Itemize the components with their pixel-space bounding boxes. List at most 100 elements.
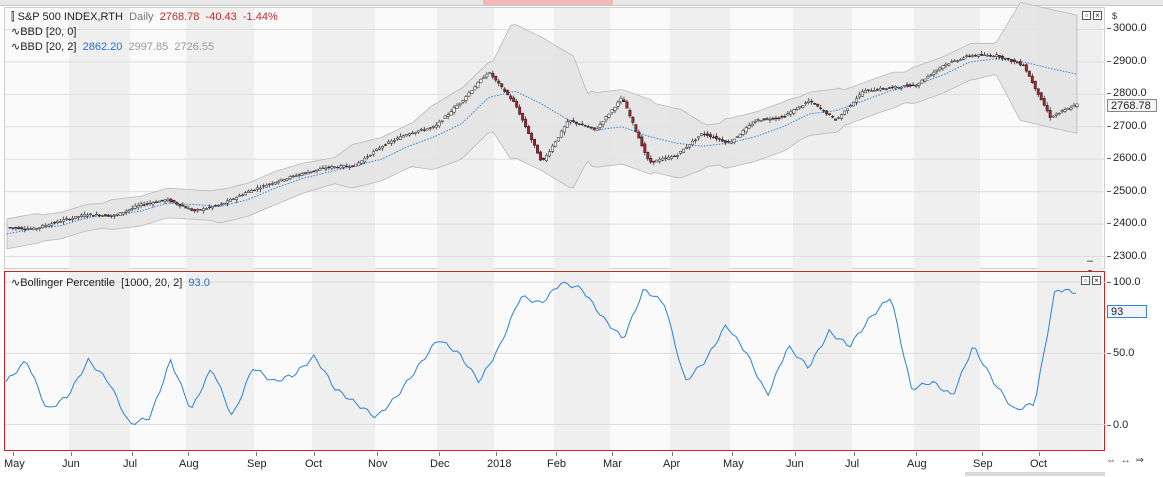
candle-body xyxy=(771,117,775,120)
candle-body xyxy=(729,141,733,144)
candle-body xyxy=(53,222,57,224)
candle-body xyxy=(372,151,376,155)
candle-body xyxy=(640,136,644,147)
indicator-legend[interactable]: ∿Bollinger Percentile [1000, 20, 2] 93.0 xyxy=(11,276,210,290)
candle-body xyxy=(831,116,835,118)
candle-body xyxy=(109,215,113,217)
x-tick-label: Aug xyxy=(907,458,927,470)
candle-body xyxy=(667,156,671,160)
candle-body xyxy=(1030,75,1034,83)
candle-body xyxy=(285,178,289,181)
maximize-pane-icon[interactable]: ▫ xyxy=(1081,276,1090,285)
candle-body xyxy=(586,126,590,128)
candle-body xyxy=(211,206,215,209)
candle-body xyxy=(762,118,766,121)
x-tick-label: Oct xyxy=(305,458,323,470)
candle-body xyxy=(938,67,942,71)
candle-body xyxy=(77,216,80,218)
candle-body xyxy=(705,133,709,136)
candle-body xyxy=(121,212,125,215)
candle-body xyxy=(887,87,891,89)
candle-body xyxy=(455,105,459,109)
candle-body xyxy=(890,86,894,89)
candle-body xyxy=(80,214,83,217)
candle-body xyxy=(846,108,849,111)
candle-body xyxy=(565,121,569,128)
candle-body xyxy=(446,114,450,117)
y-tick xyxy=(1107,255,1111,257)
candle-body xyxy=(294,175,298,177)
candle-body xyxy=(416,130,420,133)
candle-body xyxy=(297,174,301,176)
candle-body xyxy=(550,145,554,152)
x-tick-label: Apr xyxy=(663,458,681,470)
candle-body xyxy=(607,113,611,118)
indicator-axis[interactable]: 100.0 50.0 0.0 xyxy=(1107,271,1163,451)
x-tick-label: Jul xyxy=(123,458,138,470)
candle-body xyxy=(351,165,355,168)
candle-body xyxy=(106,214,110,217)
candle-body xyxy=(643,143,647,153)
symbol-label: S&P 500 INDEX,RTH xyxy=(17,11,123,23)
window-tab-strip[interactable] xyxy=(0,0,1163,6)
candle-body xyxy=(875,89,879,91)
candle-body xyxy=(503,88,507,92)
candle-body xyxy=(157,200,161,203)
candle-body xyxy=(652,160,656,163)
candle-body xyxy=(1066,107,1070,110)
candle-body xyxy=(500,83,504,88)
candle-body xyxy=(631,116,635,123)
candle-body xyxy=(619,98,623,103)
active-tab-indicator[interactable] xyxy=(483,0,613,5)
candle-body xyxy=(217,204,221,207)
candle-body xyxy=(548,151,551,157)
candle-body xyxy=(732,138,736,143)
candle-body xyxy=(38,227,42,229)
candle-body xyxy=(187,208,191,210)
candle-body xyxy=(989,55,993,57)
y-tick-label: 2900.0 xyxy=(1113,54,1147,67)
bbd1-legend[interactable]: ∿BBD [20, 0] xyxy=(11,25,76,39)
candle-body xyxy=(542,157,545,160)
y-tick xyxy=(1107,125,1111,127)
close-pane-icon[interactable]: × xyxy=(1093,11,1102,20)
candle-body xyxy=(74,216,78,219)
candle-body xyxy=(905,84,909,87)
candle-body xyxy=(497,80,501,84)
candle-body xyxy=(330,166,334,169)
price-chart-pane[interactable]: ⫿ S&P 500 INDEX,RTH Daily 2768.78 -40.43… xyxy=(4,2,1106,279)
candle-body xyxy=(649,158,653,163)
indicator-name: Bollinger Percentile xyxy=(20,277,115,289)
scroll-nav-buttons[interactable]: ⇔ ↔ ⇒ xyxy=(1106,455,1145,466)
candle-body xyxy=(962,57,966,60)
candle-body xyxy=(130,208,134,210)
candle-body xyxy=(336,166,340,169)
candle-body xyxy=(965,55,969,57)
x-tick-label: Sep xyxy=(973,458,993,470)
maximize-pane-icon[interactable]: ▫ xyxy=(1082,11,1091,20)
candle-body xyxy=(112,215,116,217)
candle-body xyxy=(682,148,686,154)
indicator-pane[interactable]: ∿Bollinger Percentile [1000, 20, 2] 93.0… xyxy=(4,271,1106,451)
close-pane-icon[interactable]: × xyxy=(1092,276,1101,285)
candle-body xyxy=(935,69,939,72)
candle-body xyxy=(437,121,441,127)
candle-body xyxy=(306,172,310,175)
candle-body xyxy=(464,96,468,101)
candle-body xyxy=(613,107,617,111)
candle-body xyxy=(467,92,471,97)
candle-body xyxy=(440,120,444,122)
candle-body xyxy=(357,162,361,166)
candle-body xyxy=(479,78,483,84)
bbd2-legend[interactable]: ∿BBD [20, 2] 2862.20 2997.85 2726.55 xyxy=(11,40,214,54)
candle-body xyxy=(199,209,203,211)
candle-body xyxy=(360,160,364,164)
y-tick-label: 2500.0 xyxy=(1113,184,1147,197)
candle-body xyxy=(685,147,689,149)
candle-body xyxy=(509,95,513,100)
candle-body xyxy=(145,203,149,205)
candle-body xyxy=(407,133,411,136)
scroll-thumb[interactable] xyxy=(965,472,1105,476)
price-axis[interactable]: 3000.0 2900.0 2800.0 2700.0 2600.0 2500.0 2400… xyxy=(1107,0,1163,270)
month-stripe xyxy=(914,272,980,450)
